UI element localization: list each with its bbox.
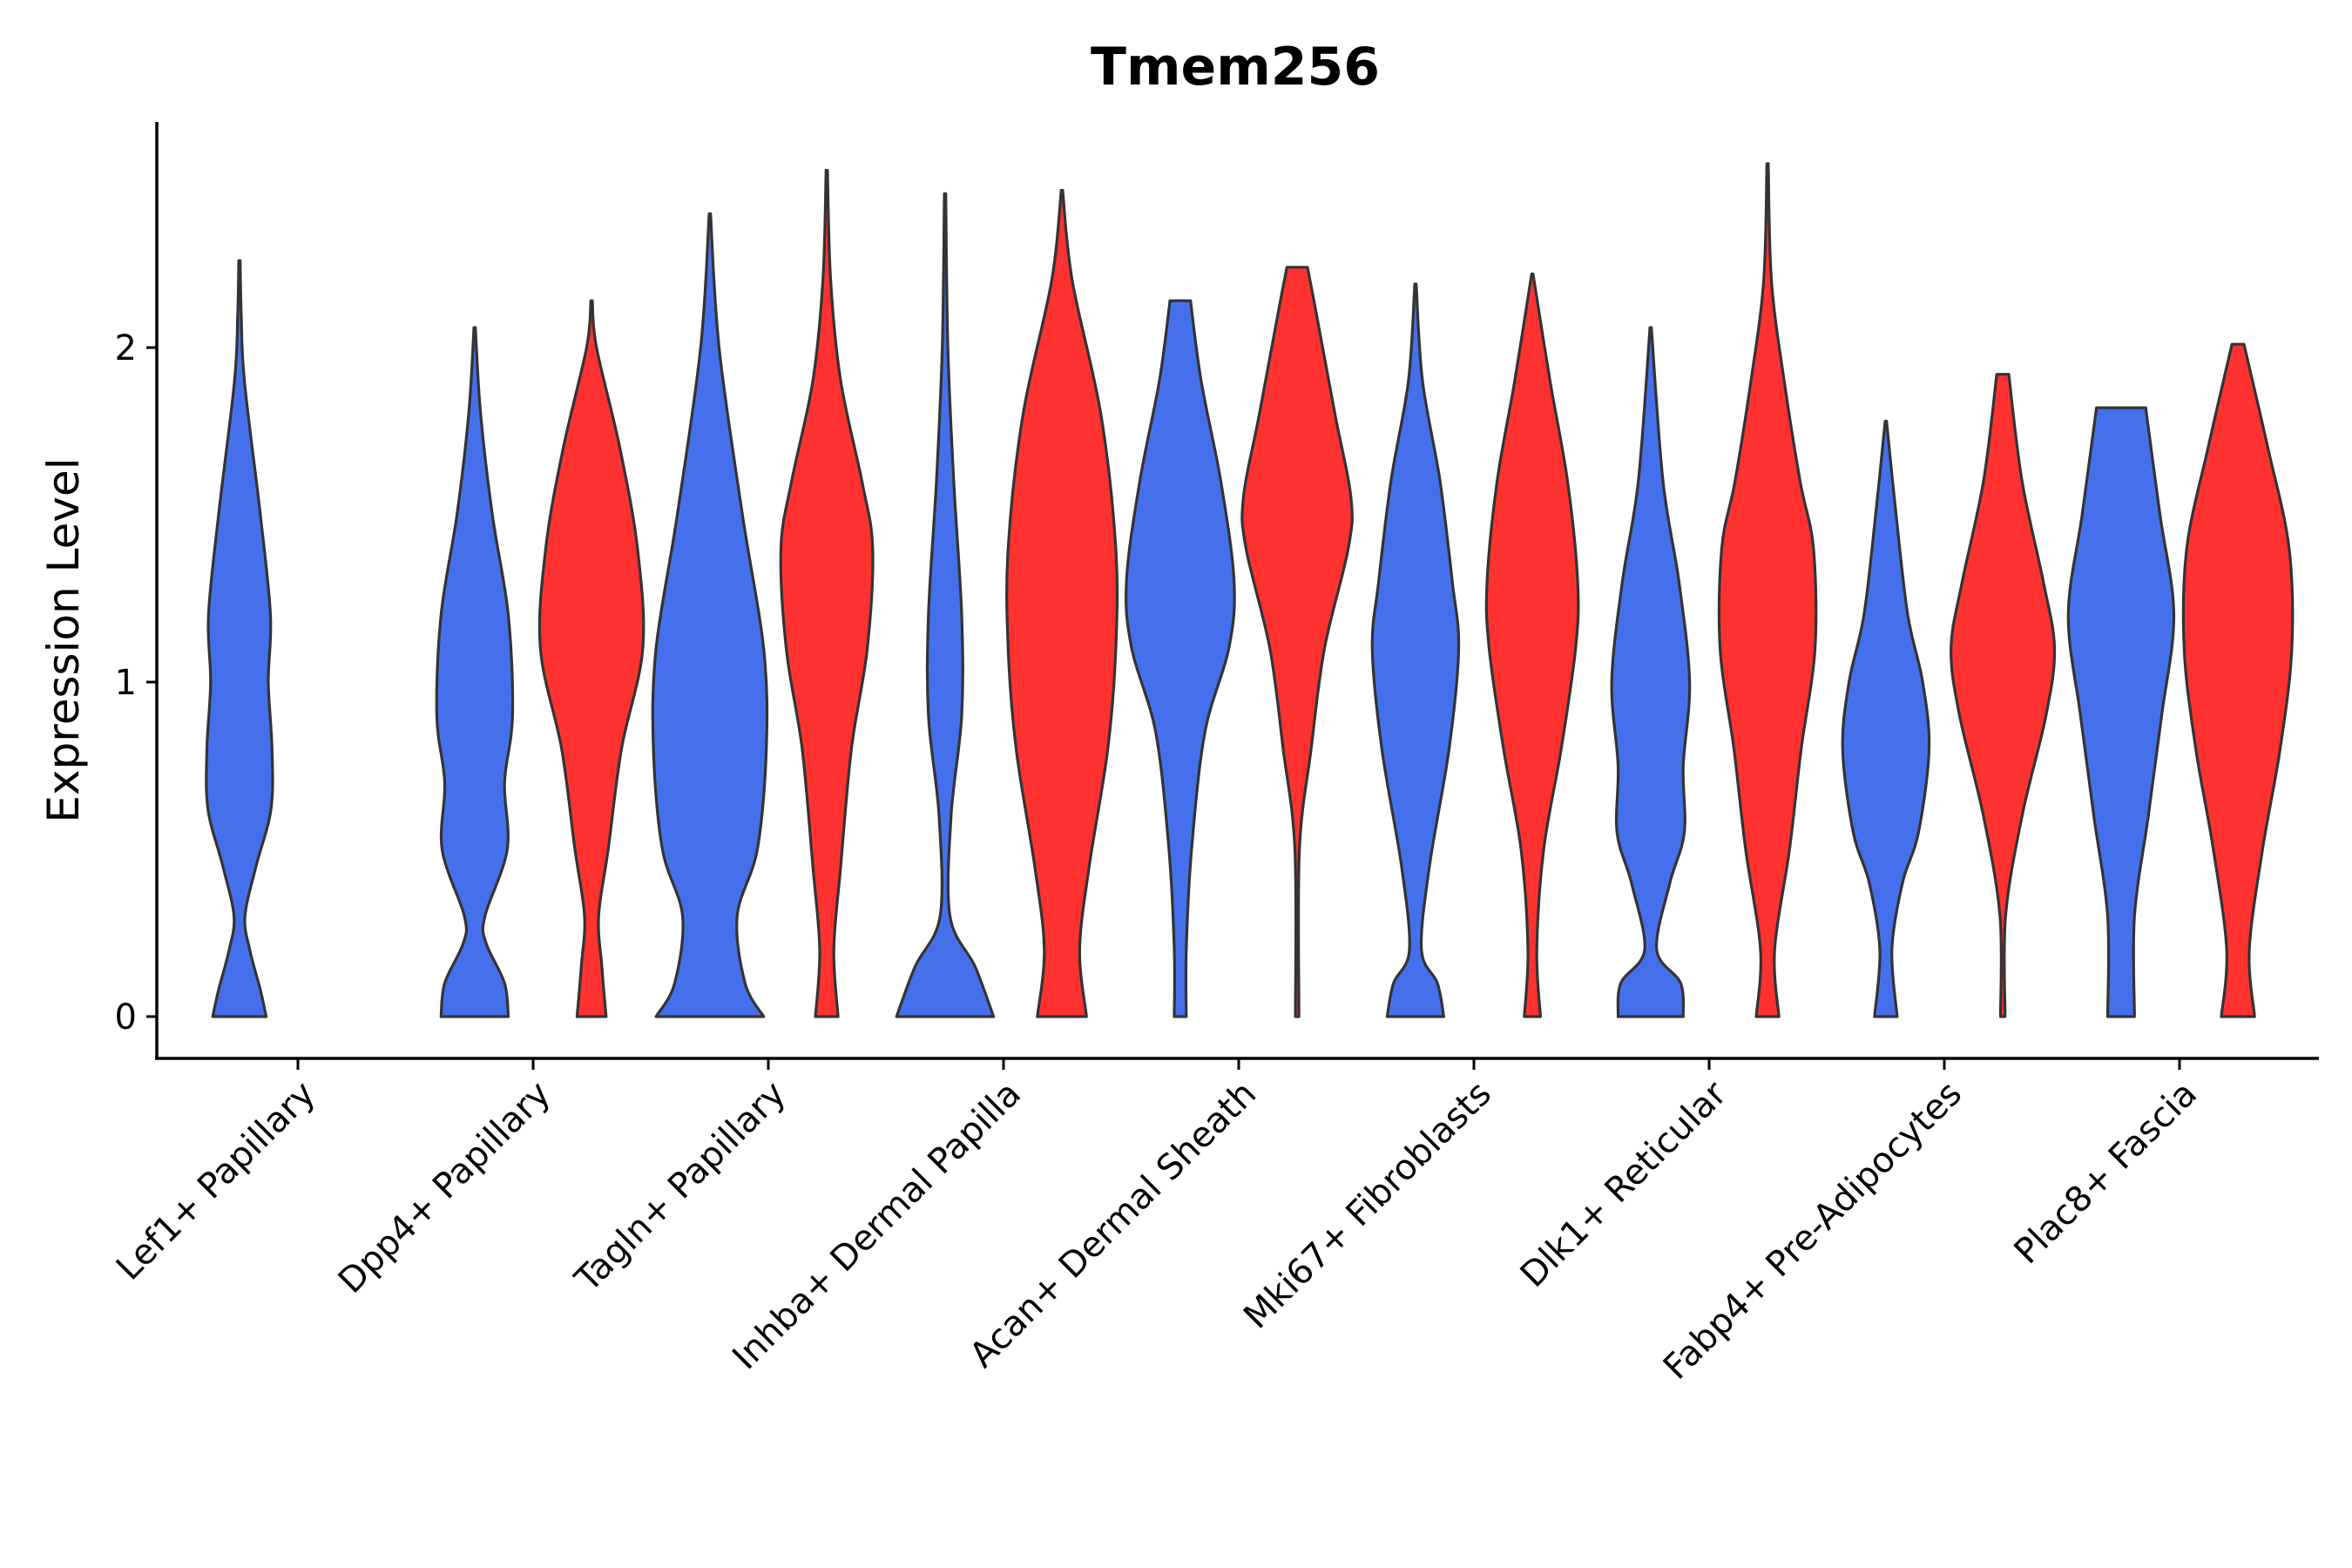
x-tick-label: Dpp4+ Papillary <box>331 1074 558 1301</box>
violin-blue <box>1610 326 1692 1018</box>
x-tick-label: Lef1+ Papillary <box>109 1074 323 1288</box>
violin-group <box>205 162 2295 1018</box>
x-tick-label: Dlk1+ Reticular <box>1513 1073 1735 1295</box>
y-tick-label: 1 <box>115 663 137 703</box>
violin-blue <box>2066 406 2176 1018</box>
violin-blue <box>895 192 996 1018</box>
violin-red <box>1005 188 1119 1018</box>
violin-blue <box>435 326 515 1018</box>
y-axis: 0 1 2 <box>115 122 159 1058</box>
x-axis: Lef1+ Papillary Dpp4+ Papillary Tagln+ Pap… <box>109 1057 2319 1388</box>
chart-title: Tmem256 <box>1091 37 1380 98</box>
y-tick-label: 2 <box>115 328 137 368</box>
violin-red <box>779 168 875 1018</box>
violin-red <box>1240 266 1354 1018</box>
x-tick-label: Plac8+ Fascia <box>2007 1074 2206 1273</box>
violin-blue <box>1841 419 1931 1018</box>
violin-red <box>1484 272 1580 1018</box>
x-tick-label: Tagln+ Papillary <box>567 1074 794 1301</box>
violin-red <box>1950 373 2057 1018</box>
x-tick-label: Mki67+ Fibroblasts <box>1236 1074 1499 1337</box>
violin-blue <box>651 212 769 1018</box>
y-tick-label: 0 <box>115 997 137 1037</box>
violin-blue <box>1370 282 1461 1018</box>
violin-red <box>537 299 645 1018</box>
violin-blue <box>1125 299 1236 1018</box>
violin-blue <box>205 259 274 1018</box>
violin-red <box>1717 162 1818 1018</box>
violin-red <box>2181 342 2295 1018</box>
y-axis-label: Expression Level <box>38 457 89 822</box>
